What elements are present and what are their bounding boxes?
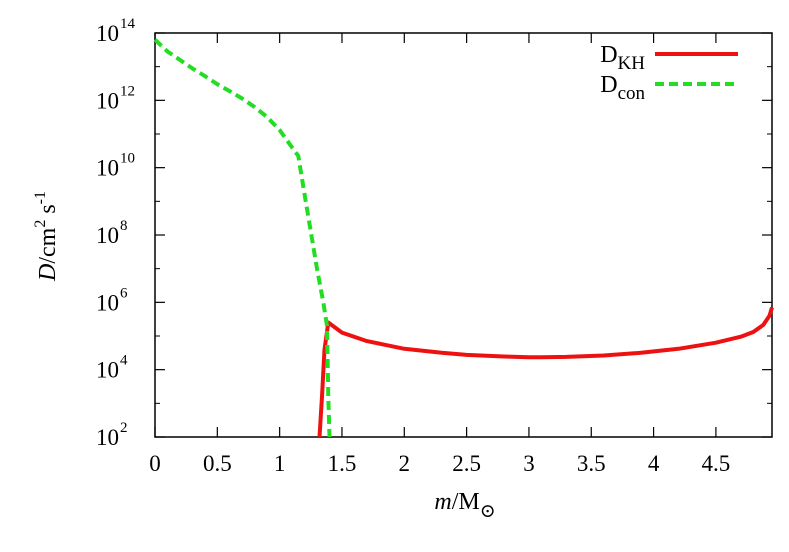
x-tick-label: 1.5 [328, 451, 357, 476]
y-tick-exponent: 4 [120, 353, 128, 369]
y-tick-exponent: 14 [120, 16, 136, 32]
y-label-unit: /cm [35, 227, 61, 263]
y-tick-label: 10 [96, 88, 119, 113]
y-tick-exponent: 10 [120, 151, 135, 167]
x-tick-label: 2 [399, 451, 411, 476]
y-axis-label: D/cm2 s-1 [32, 191, 61, 282]
y-tick-exponent: 8 [120, 218, 128, 234]
x-tick-label: 0 [149, 451, 161, 476]
x-tick-label: 0.5 [203, 451, 232, 476]
legend-label-kh: DKH [600, 42, 645, 74]
axis-labels: m/M⊙D/cm2 s-1 [32, 191, 496, 522]
legend-subscript: KH [618, 53, 646, 74]
y-tick-label: 10 [96, 425, 119, 450]
x-label-var: m [434, 489, 451, 515]
y-tick-label: 10 [96, 290, 119, 315]
x-tick-label: 3 [523, 451, 535, 476]
y-label-sup2: -1 [32, 191, 49, 204]
legend-name: D [600, 42, 617, 68]
legend-subscript: con [618, 83, 646, 104]
y-tick-label: 10 [96, 21, 119, 46]
x-label-subscript: ⊙ [480, 501, 496, 522]
y-tick-base: 10 [96, 88, 119, 113]
y-tick-base: 10 [96, 21, 119, 46]
x-tick-label: 3.5 [577, 451, 606, 476]
x-axis-label: m/M⊙ [434, 489, 495, 522]
x-tick-label: 2.5 [452, 451, 481, 476]
x-tick-label: 4.5 [702, 451, 731, 476]
y-label-mid: s [35, 204, 61, 219]
y-tick-base: 10 [96, 425, 119, 450]
y-tick-exponent: 12 [120, 83, 135, 99]
y-tick-label: 10 [96, 223, 119, 248]
y-tick-label: 10 [96, 156, 119, 181]
series-layer [153, 38, 774, 438]
y-tick-exponent: 2 [120, 420, 128, 436]
series-line-con [153, 38, 332, 438]
y-tick-exponent: 6 [120, 285, 128, 301]
y-label-sup1: 2 [32, 220, 49, 228]
legend-name: D [600, 72, 617, 98]
y-tick-base: 10 [96, 358, 119, 383]
legend-label-con: Dcon [600, 72, 645, 104]
plot-frame [154, 32, 773, 438]
y-tick-base: 10 [96, 223, 119, 248]
y-tick-label: 10 [96, 358, 119, 383]
y-tick-base: 10 [96, 290, 119, 315]
series-line-kh [317, 306, 774, 438]
x-tick-label: 1 [274, 451, 286, 476]
y-label-var: D [35, 264, 61, 282]
x-label-unit: /M [452, 489, 480, 515]
y-tick-base: 10 [96, 156, 119, 181]
x-tick-label: 4 [648, 451, 660, 476]
